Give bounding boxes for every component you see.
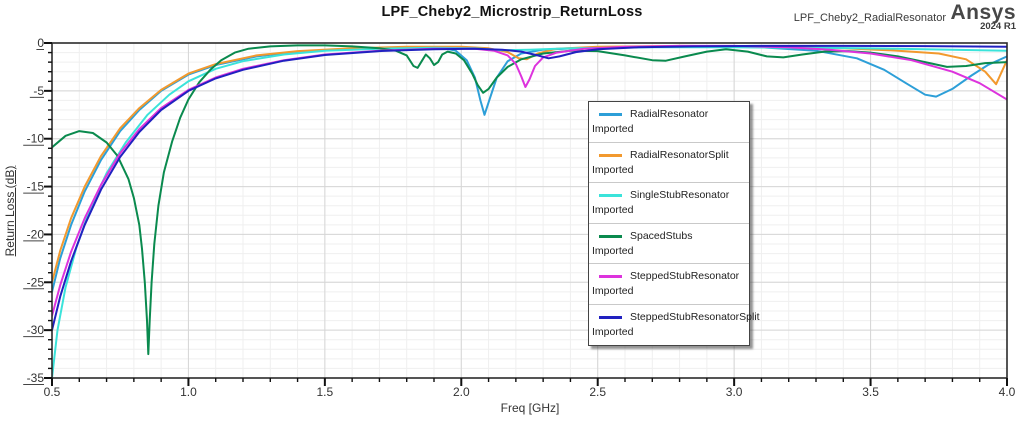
legend: RadialResonator Imported RadialResonatorSp… xyxy=(588,101,760,346)
legend-series-name: SingleStubResonator xyxy=(630,189,730,201)
legend-entry-RadialResonatorSplit[interactable]: RadialResonatorSplit Imported xyxy=(589,143,749,183)
y-tick-label: -35 xyxy=(27,371,45,385)
y-tick-label: 0 xyxy=(37,36,44,50)
curve-SingleStubResonator[interactable] xyxy=(52,46,1007,378)
legend-swatch-icon xyxy=(599,234,622,238)
y-tick-label: -20 xyxy=(27,227,45,241)
y-tick-label: -25 xyxy=(27,275,45,289)
y-tick-label: -10 xyxy=(27,132,45,146)
curve-SteppedStubResonator[interactable] xyxy=(52,44,1007,317)
legend-series-name: RadialResonatorSplit xyxy=(630,148,729,161)
x-tick-label: 3.0 xyxy=(726,385,743,399)
x-tick-label: 2.5 xyxy=(589,385,606,399)
x-tick-label: 4.0 xyxy=(999,385,1016,399)
legend-imported-label: Imported xyxy=(592,244,634,257)
x-axis-title: Freq [GHz] xyxy=(500,401,560,415)
y-tick-label: -5 xyxy=(33,84,44,98)
legend-swatch-icon xyxy=(599,113,622,116)
legend-imported-label: Imported xyxy=(592,204,634,216)
ansys-version-label: 2024 R1 xyxy=(980,21,1016,32)
ansys-logo: Ansys 2024 R1 xyxy=(950,2,1016,32)
legend-imported-label: Imported xyxy=(592,163,634,176)
curve-RadialResonator[interactable] xyxy=(52,45,1007,293)
legend-series-name: SteppedStubResonatorSplit xyxy=(630,310,760,323)
legend-swatch-icon xyxy=(599,275,622,278)
legend-series-name: SteppedStubResonator xyxy=(630,270,740,282)
legend-entry-SteppedStubResonatorSplit[interactable]: SteppedStubResonatorSplit Imported xyxy=(589,305,760,346)
legend-imported-label: Imported xyxy=(592,325,634,338)
y-tick-label: -15 xyxy=(27,180,45,194)
x-tick-label: 2.0 xyxy=(453,385,470,399)
design-name-label: LPF_Cheby2_RadialResonator xyxy=(793,12,946,24)
legend-swatch-icon xyxy=(599,194,622,197)
x-tick-label: 1.0 xyxy=(180,385,197,399)
x-tick-label: 3.5 xyxy=(862,385,879,399)
y-tick-label: -30 xyxy=(27,323,45,337)
legend-swatch-icon xyxy=(599,315,622,319)
chart-title: LPF_Cheby2_Microstrip_ReturnLoss xyxy=(381,4,643,20)
legend-swatch-icon xyxy=(599,153,622,157)
x-tick-label: 0.5 xyxy=(44,385,61,399)
legend-series-name: SpacedStubs xyxy=(630,229,693,242)
legend-imported-label: Imported xyxy=(592,123,634,135)
legend-entry-SingleStubResonator[interactable]: SingleStubResonator Imported xyxy=(589,183,749,224)
ansys-logo-text: Ansys xyxy=(950,1,1016,24)
legend-imported-label: Imported xyxy=(592,285,634,297)
curve-SpacedStubs[interactable] xyxy=(52,44,1007,356)
legend-entry-RadialResonator[interactable]: RadialResonator Imported xyxy=(589,102,749,143)
legend-entry-SteppedStubResonator[interactable]: SteppedStubResonator Imported xyxy=(589,264,749,305)
plot-border xyxy=(51,42,1008,379)
legend-entry-SpacedStubs[interactable]: SpacedStubs Imported xyxy=(589,224,749,264)
legend-series-name: RadialResonator xyxy=(630,108,709,120)
x-tick-label: 1.5 xyxy=(317,385,334,399)
curve-SteppedStubResonatorSplit[interactable] xyxy=(52,44,1007,332)
